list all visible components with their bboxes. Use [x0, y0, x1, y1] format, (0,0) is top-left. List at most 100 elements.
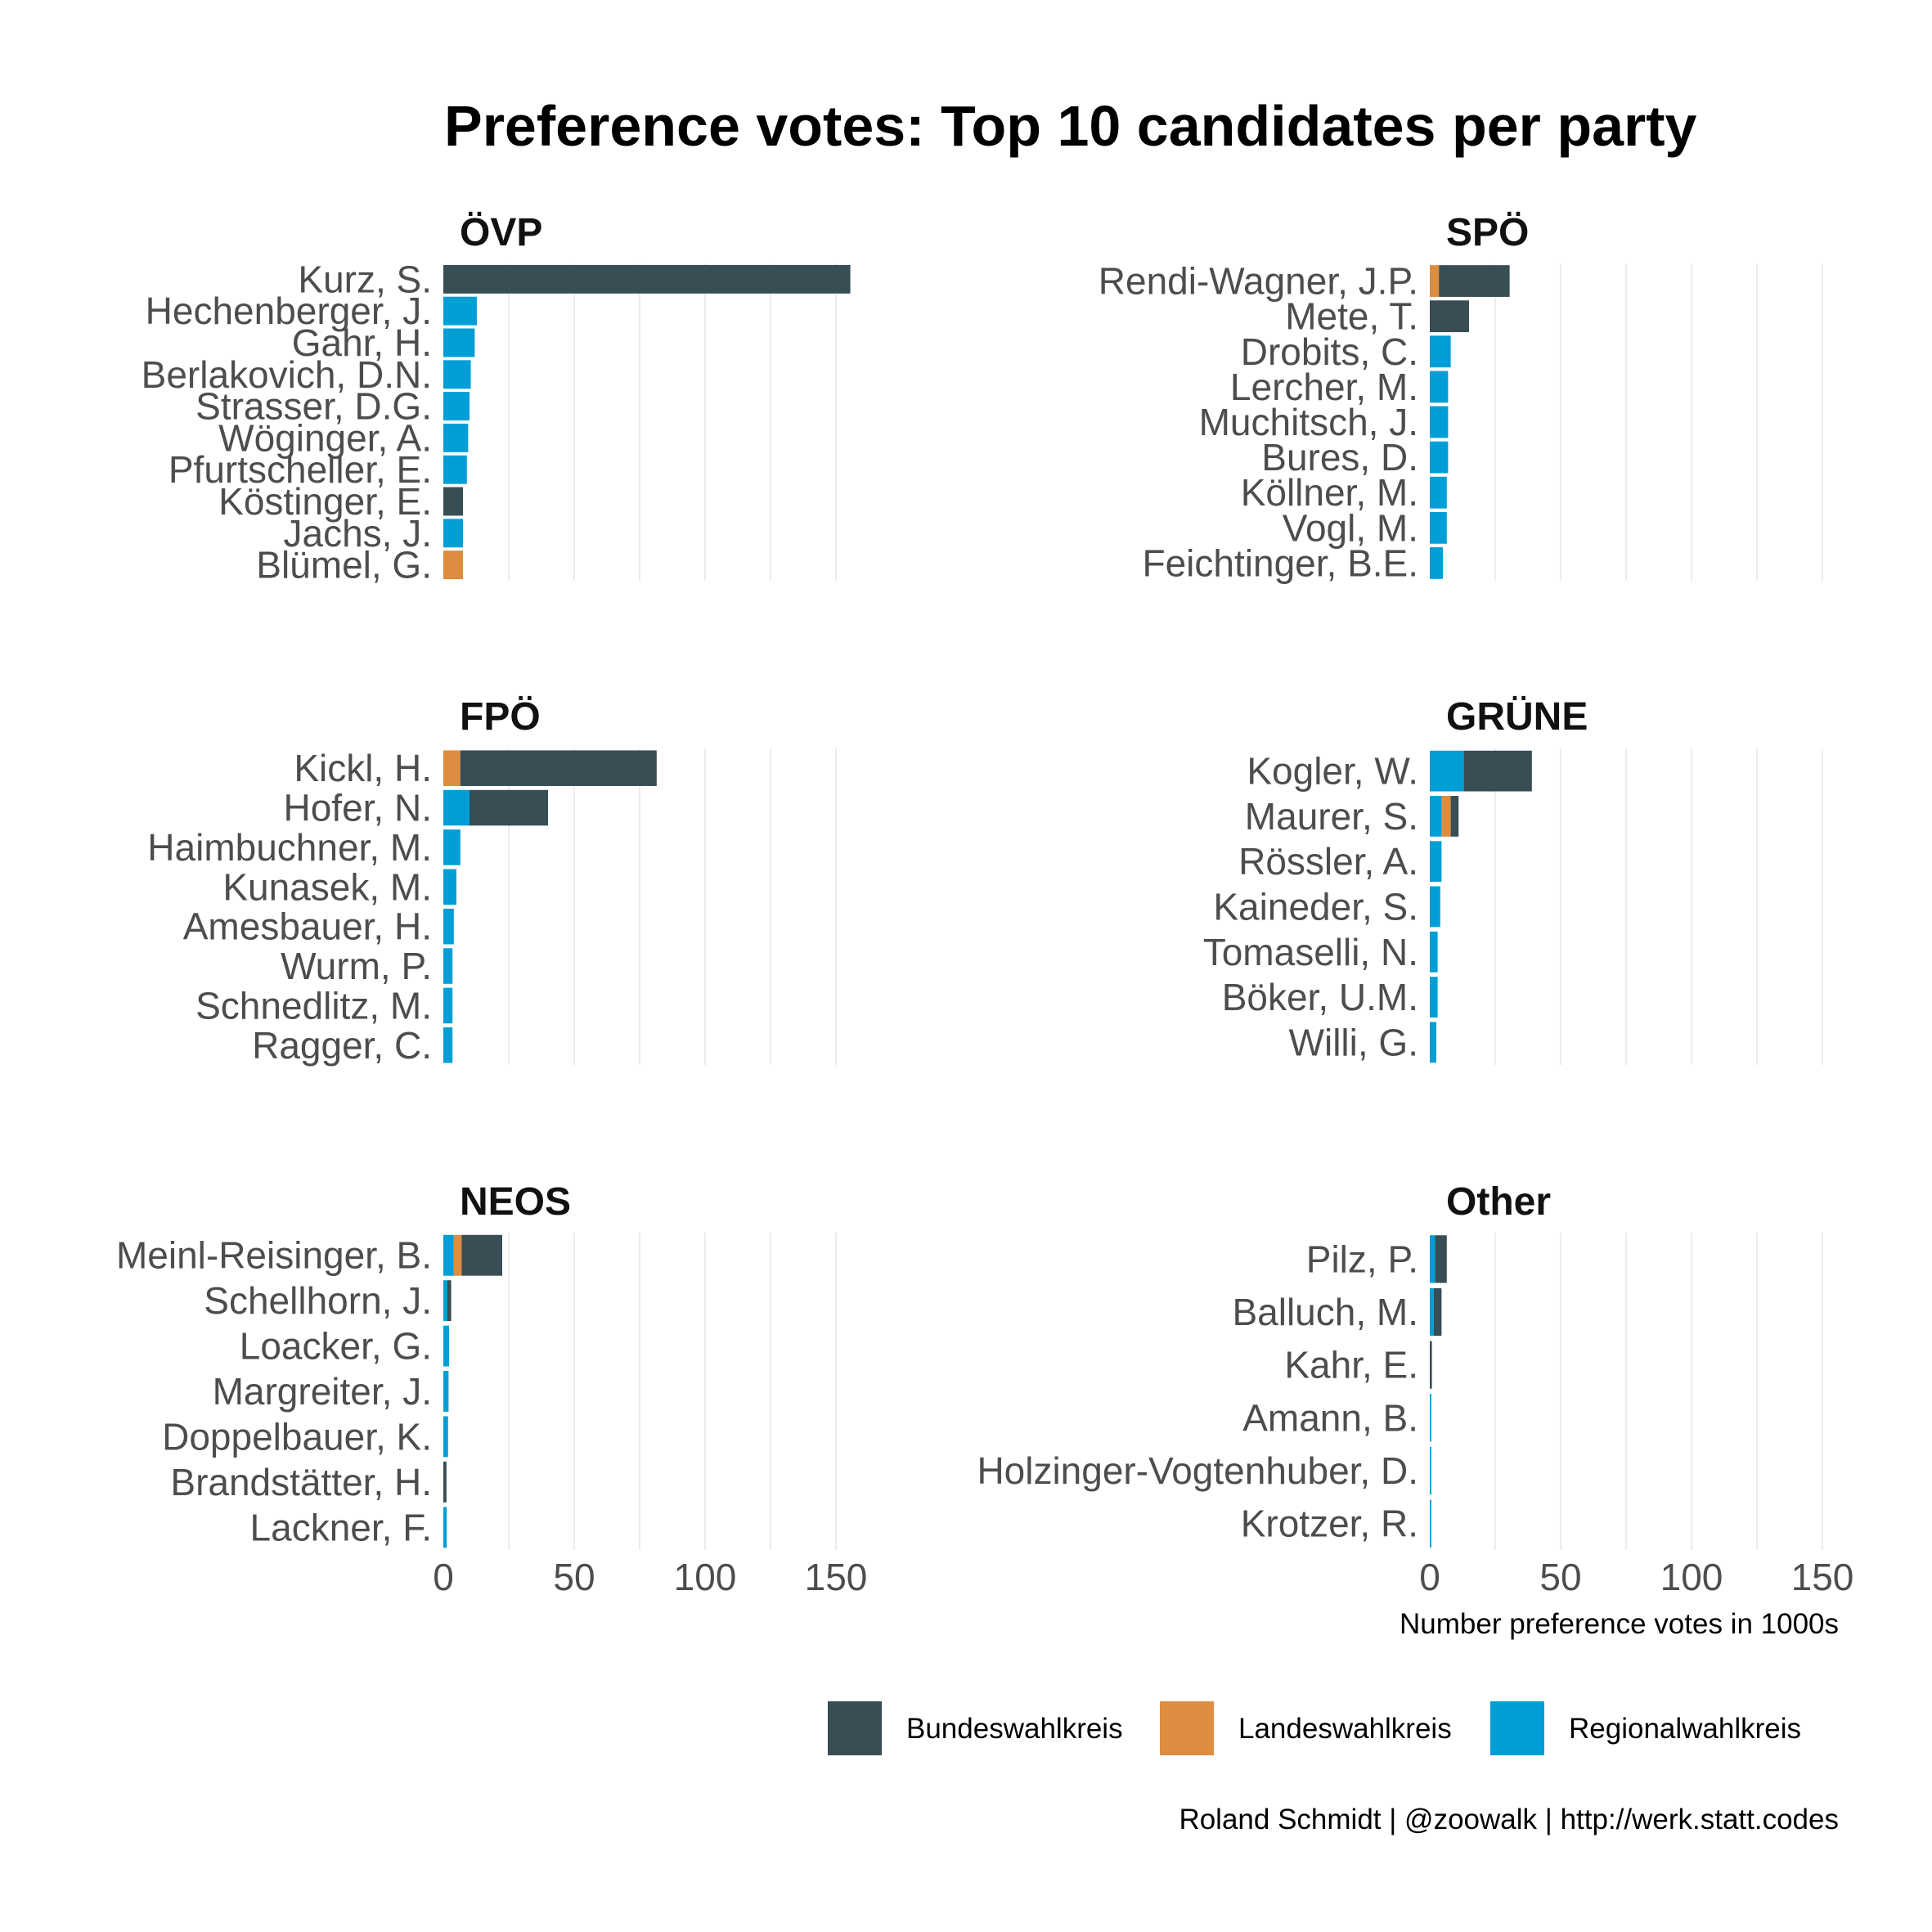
bar-segment — [443, 392, 470, 421]
category-label: Hechenberger, J. — [146, 290, 432, 332]
bar-segment — [1430, 335, 1451, 368]
bar-segment — [443, 423, 469, 452]
panel-other: Other Pilz, P. Balluch, M. Kahr, E. Amann, B… — [977, 1180, 1853, 1598]
category-label: Feichtinger, B.E. — [1143, 541, 1419, 584]
category-label: Amesbauer, H. — [183, 905, 432, 948]
category-label: Böker, U.M. — [1222, 976, 1418, 1018]
category-label: Meinl-Reisinger, B. — [116, 1234, 432, 1277]
legend-label: Bundeswahlkreis — [906, 1713, 1123, 1745]
bar-segment — [443, 1461, 447, 1503]
x-tick-label: 150 — [1791, 1556, 1854, 1598]
category-label: Köllner, M. — [1241, 471, 1418, 514]
bar-segment — [1430, 1287, 1434, 1337]
category-label: Kunasek, M. — [222, 865, 432, 908]
x-tick-label: 50 — [1539, 1556, 1581, 1598]
category-label: Maurer, S. — [1245, 795, 1418, 838]
bar-segment — [470, 789, 548, 826]
x-tick-label: 0 — [1419, 1556, 1440, 1598]
bar-segment — [443, 1507, 447, 1548]
category-label: Balluch, M. — [1232, 1291, 1418, 1333]
category-label: Drobits, C. — [1241, 330, 1418, 373]
category-label: Bures, D. — [1261, 436, 1418, 479]
bar-segment — [443, 264, 851, 294]
bar-segment — [443, 789, 470, 826]
category-label: Ragger, C. — [252, 1024, 432, 1067]
chart-title: Preference votes: Top 10 candidates per … — [444, 94, 1697, 158]
category-label: Rössler, A. — [1238, 840, 1418, 883]
bar-segment — [443, 487, 463, 516]
panel-title: ÖVP — [460, 211, 542, 254]
bar-segment — [443, 869, 456, 905]
legend-label: Landeswahlkreis — [1238, 1713, 1452, 1745]
category-label: Schnedlitz, M. — [195, 984, 432, 1027]
bar-segment — [443, 296, 477, 326]
bar-segment — [443, 987, 453, 1024]
bar-segment — [1430, 265, 1440, 297]
bar-segment — [1430, 1341, 1432, 1389]
category-label: Berlakovich, D.N. — [142, 353, 432, 396]
bar-segment — [443, 829, 461, 865]
bar-segment — [443, 1234, 454, 1276]
bar-segment — [1430, 1446, 1431, 1495]
category-label: Haimbuchner, M. — [147, 826, 432, 869]
category-label: Kickl, H. — [294, 747, 432, 789]
category-label: Krotzer, R. — [1241, 1503, 1418, 1545]
category-label: Kahr, E. — [1284, 1344, 1418, 1386]
category-label: Pilz, P. — [1306, 1238, 1418, 1280]
legend-key-landeswahlkreis — [1160, 1701, 1214, 1755]
category-label: Mete, T. — [1285, 295, 1418, 338]
legend-label: Regionalwahlkreis — [1569, 1713, 1801, 1745]
bar-segment — [1463, 750, 1532, 792]
panel-spö: SPÖ Rendi-Wagner, J.P.Mete, T.Drobits, C.… — [1099, 211, 1823, 584]
bar-segment — [1441, 796, 1451, 837]
category-label: Kogler, W. — [1247, 750, 1418, 793]
bar-segment — [1430, 1235, 1436, 1283]
bar-segment — [443, 1371, 449, 1412]
bar-segment — [1430, 441, 1449, 474]
bar-segment — [443, 948, 453, 984]
chart-legend: Bundeswahlkreis Landeswahlkreis Regionalwa… — [828, 1701, 1801, 1755]
category-label: Margreiter, J. — [213, 1370, 432, 1413]
bar-segment — [1430, 750, 1464, 792]
bar-segment — [1430, 886, 1440, 928]
category-label: Willi, G. — [1289, 1021, 1418, 1063]
category-label: Brandstätter, H. — [170, 1461, 432, 1503]
x-tick-label: 0 — [433, 1556, 454, 1598]
category-label: Muchitsch, J. — [1199, 401, 1418, 443]
category-label: Holzinger-Vogtenhuber, D. — [977, 1449, 1418, 1492]
chart-panels: ÖVP Kurz, S.Hechenberger, J.Gahr, H.Berla… — [116, 211, 1853, 1598]
category-label: Kurz, S. — [298, 258, 432, 300]
bar-segment — [443, 908, 454, 945]
x-tick-label: 50 — [553, 1556, 595, 1598]
bar-segment — [443, 519, 463, 548]
x-axis-title: Number preference votes in 1000s — [1400, 1608, 1839, 1640]
bar-segment — [443, 550, 463, 580]
category-label: Blümel, G. — [256, 544, 432, 586]
category-label: Jachs, J. — [283, 512, 432, 555]
bar-segment — [443, 1027, 453, 1063]
bar-segment — [453, 1234, 462, 1276]
x-tick-label: 100 — [1660, 1556, 1723, 1598]
category-label: Rendi-Wagner, J.P. — [1099, 260, 1418, 303]
category-label: Gahr, H. — [292, 321, 432, 364]
x-tick-label: 150 — [805, 1556, 868, 1598]
bar-segment — [443, 1280, 447, 1322]
panel-neos: NEOS Meinl-Reisinger, B.Schellhorn, J.Loa… — [116, 1180, 867, 1598]
category-label: Strasser, D.G. — [195, 385, 432, 428]
panel-title: Other — [1446, 1180, 1551, 1224]
bar-segment — [1450, 796, 1459, 837]
bar-segment — [1430, 977, 1438, 1018]
panel-title: SPÖ — [1446, 211, 1529, 254]
category-label: Schellhorn, J. — [204, 1279, 432, 1322]
bar-segment — [443, 455, 467, 484]
bar-segment — [1430, 371, 1449, 403]
category-label: Kaineder, S. — [1213, 886, 1418, 928]
category-label: Wurm, P. — [281, 945, 432, 987]
bar-segment — [461, 1234, 502, 1276]
bar-segment — [443, 360, 471, 389]
bar-segment — [1439, 265, 1510, 297]
bar-segment — [1430, 1394, 1431, 1442]
bar-segment — [443, 750, 461, 786]
bar-segment — [1430, 476, 1447, 509]
